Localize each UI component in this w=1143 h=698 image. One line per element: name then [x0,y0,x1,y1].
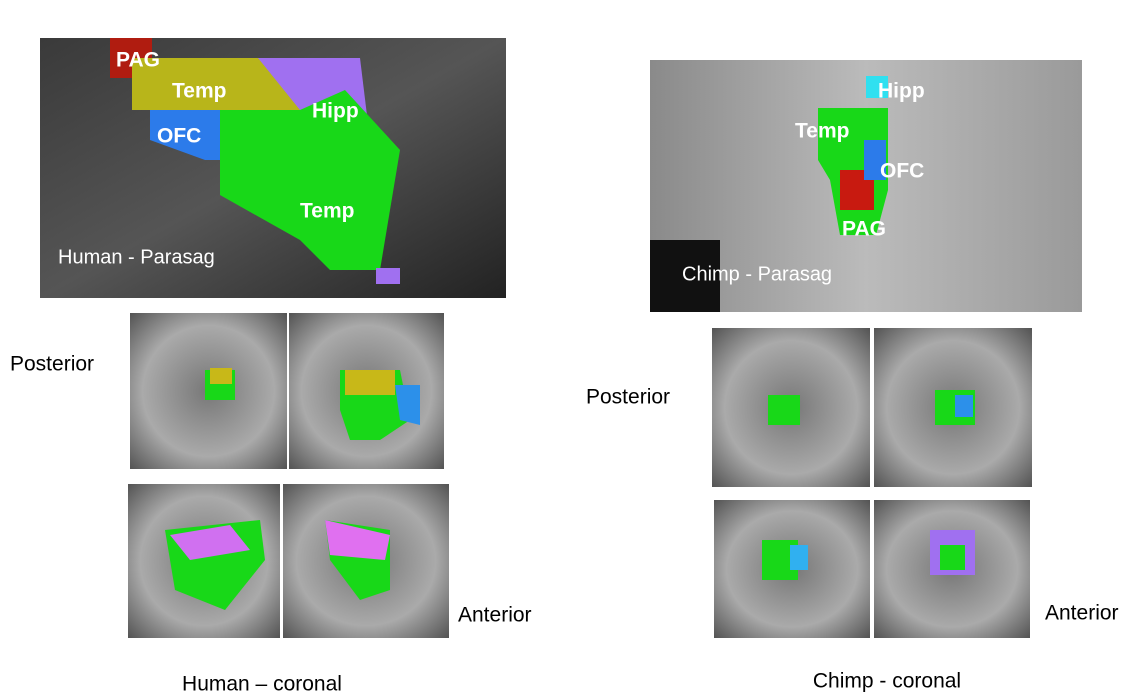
label: OFC [880,160,924,183]
row-label: Posterior [586,386,670,409]
overlay [940,545,965,570]
label: Temp [172,80,226,103]
overlay [210,368,232,384]
overlay [345,370,395,395]
label: Hipp [312,100,359,123]
figure: PAG Temp Hipp OFC Temp Human - Parasag H… [0,0,1143,698]
row-label: Anterior [1045,602,1119,625]
label: Temp [795,120,849,143]
image-caption: Human - Parasag [58,246,215,268]
caption: Chimp - coronal [813,670,961,693]
row-label: Anterior [458,604,532,627]
hipp-region [376,268,400,284]
chimp-parasagittal: Hipp Temp OFC PAG Chimp - Parasag [650,60,1082,312]
overlay [768,395,800,425]
overlay [955,395,973,417]
label: Hipp [878,80,925,103]
caption: Human – coronal [182,673,342,696]
chimp-coronal: Posterior Anterior Chimp - coronal [586,328,1119,693]
image-caption: Chimp - Parasag [682,263,832,285]
label: PAG [842,218,886,241]
label: Temp [300,200,354,223]
human-coronal: Posterior Anterior Human – coronal [10,313,532,696]
overlay [790,545,808,570]
label: PAG [116,49,160,72]
label: OFC [157,125,201,148]
human-parasagittal: PAG Temp Hipp OFC Temp Human - Parasag [40,38,506,298]
row-label: Posterior [10,353,94,376]
